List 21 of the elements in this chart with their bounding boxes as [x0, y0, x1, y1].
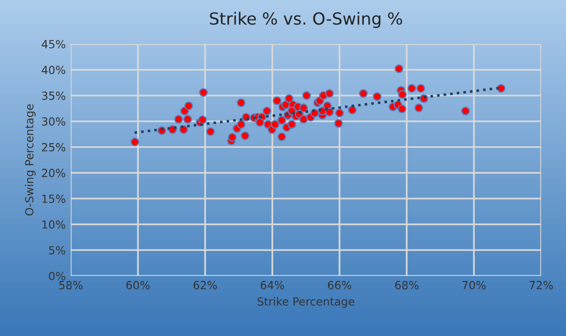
y-tick-label: 20% [42, 168, 66, 178]
y-tick-label: 5% [49, 246, 66, 254]
y-axis-title: O-Swing Percentage [24, 104, 36, 216]
x-tick-label: 60% [126, 280, 150, 290]
x-tick-label: 70% [462, 280, 486, 290]
x-tick-label: 66% [328, 280, 352, 290]
chart-title: Strike % vs. O-Swing % [210, 12, 402, 28]
y-tick-label: 15% [42, 194, 66, 203]
x-tick-label: 72% [530, 280, 553, 290]
x-tick-label: 58% [59, 280, 82, 290]
y-tick-label: 45% [42, 40, 66, 48]
y-tick-label: 40% [42, 66, 66, 74]
y-tick-label: 0% [48, 272, 66, 280]
x-axis-title: Strike Percentage [258, 297, 354, 308]
y-tick-label: 30% [42, 117, 66, 126]
x-tick-label: 62% [194, 280, 217, 290]
y-tick-label: 35% [42, 92, 66, 100]
x-tick-label: 64% [260, 280, 284, 290]
y-tick-label: 10% [42, 220, 66, 229]
y-tick-label: 25% [42, 143, 66, 152]
x-tick-label: 68% [395, 280, 418, 290]
